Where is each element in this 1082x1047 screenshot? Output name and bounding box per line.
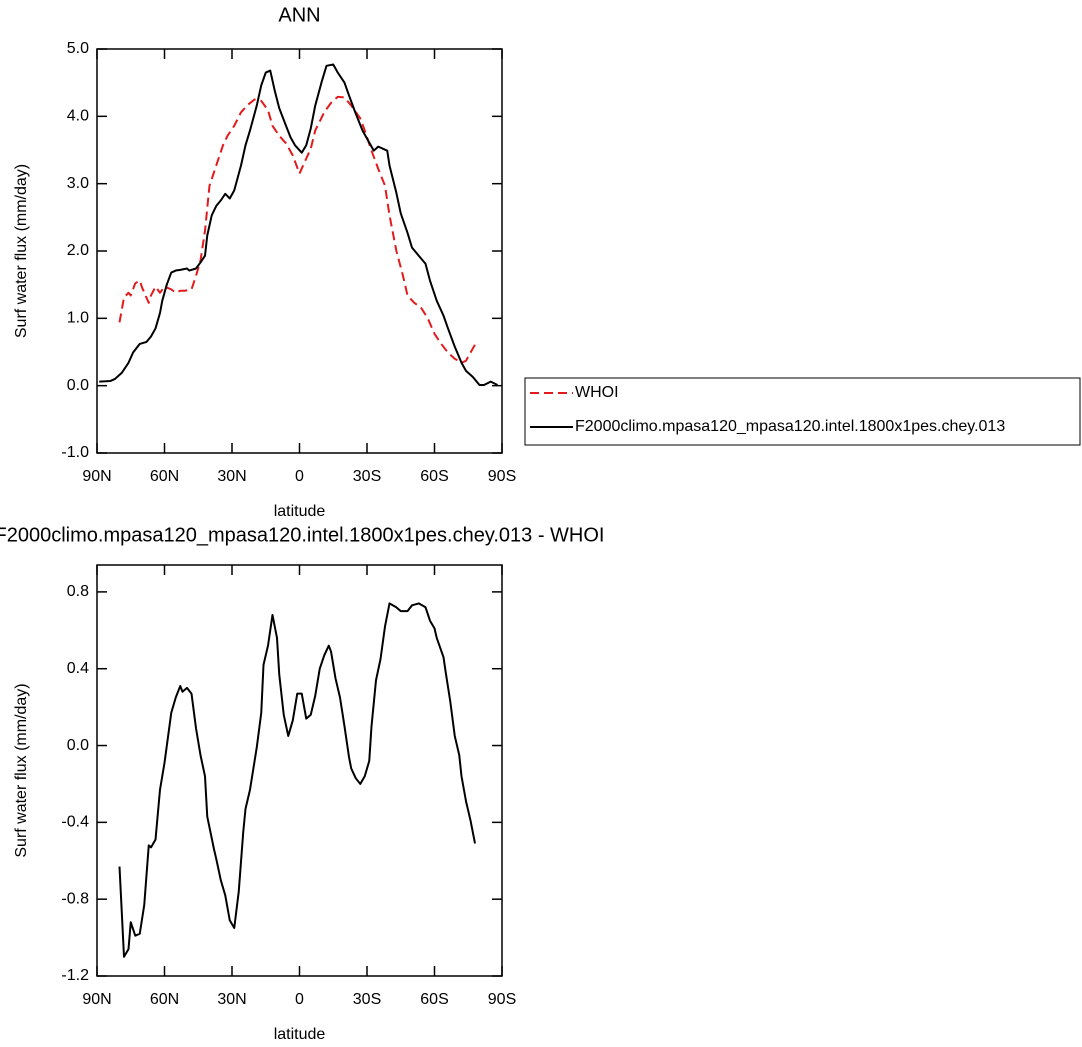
y-axis-title: Surf water flux (mm/day) (13, 683, 30, 857)
x-tick-label: 90N (82, 991, 111, 1008)
x-axis-title: latitude (274, 503, 326, 520)
legend-label: WHOI (575, 384, 619, 401)
x-tick-label: 90N (82, 468, 111, 485)
x-tick-label: 30S (353, 468, 381, 485)
y-tick-label: 0.0 (67, 737, 89, 754)
y-tick-label: 0.4 (67, 660, 89, 677)
y-tick-label: -0.4 (61, 814, 89, 831)
x-tick-label: 30N (217, 991, 246, 1008)
x-tick-label: 90S (488, 468, 516, 485)
y-tick-label: -1.0 (61, 444, 89, 461)
chart-title: F2000climo.mpasa120_mpasa120.intel.1800x… (0, 524, 604, 546)
y-tick-label: 0.0 (67, 377, 89, 394)
data-line (118, 602, 476, 958)
x-axis-title: latitude (274, 1026, 326, 1043)
data-line (118, 95, 476, 364)
y-tick-label: -1.2 (61, 967, 89, 984)
legend: WHOI F2000climo.mpasa120_mpasa120.intel.1… (524, 377, 1081, 446)
x-tick-label: 60N (150, 991, 179, 1008)
y-tick-label: 0.8 (67, 583, 89, 600)
y-tick-label: 1.0 (67, 310, 89, 327)
plot-frame (96, 48, 503, 454)
legend-label: F2000climo.mpasa120_mpasa120.intel.1800x… (575, 418, 1005, 435)
plot-frame (96, 564, 503, 977)
x-tick-label: 0 (295, 468, 304, 485)
x-tick-label: 60N (150, 468, 179, 485)
x-tick-label: 0 (295, 991, 304, 1008)
y-tick-label: 3.0 (67, 175, 89, 192)
x-tick-label: 30N (217, 468, 246, 485)
x-tick-label: 90S (488, 991, 516, 1008)
y-axis-title: Surf water flux (mm/day) (13, 164, 30, 338)
y-tick-label: 2.0 (67, 242, 89, 259)
chart-title: ANN (278, 4, 320, 26)
x-tick-label: 60S (420, 468, 448, 485)
x-tick-label: 30S (353, 991, 381, 1008)
legend-box (524, 377, 1081, 446)
y-tick-label: 5.0 (67, 40, 89, 57)
y-tick-label: -0.8 (61, 890, 89, 907)
y-tick-label: 4.0 (67, 108, 89, 125)
x-tick-label: 60S (420, 991, 448, 1008)
data-line (99, 63, 498, 386)
